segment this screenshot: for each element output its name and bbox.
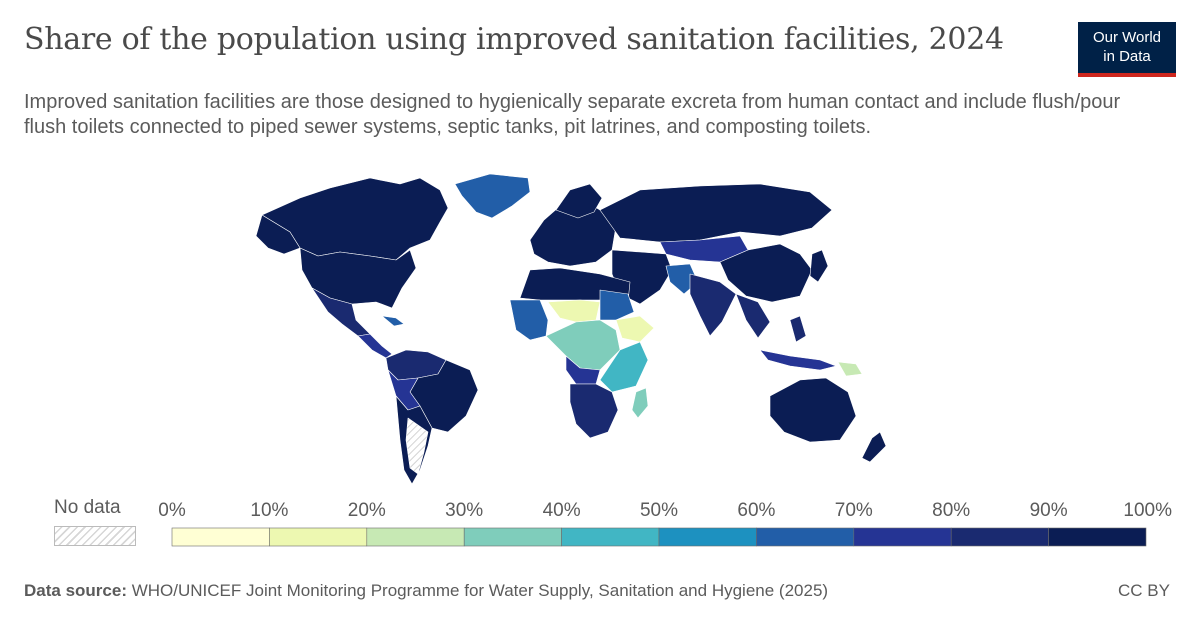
region-caribbean[interactable]: [381, 315, 405, 327]
region-china[interactable]: [719, 243, 813, 303]
region-australia[interactable]: [769, 377, 857, 443]
owid-logo[interactable]: Our World in Data: [1078, 22, 1176, 77]
logo-line-2: in Data: [1103, 48, 1151, 65]
legend-color-scale: 0% 10% 20% 30% 40% 50% 60% 70% 80% 90% 100%: [158, 500, 1172, 547]
legend-tick-label: 20%: [348, 500, 386, 521]
legend-tick-label: 90%: [1030, 500, 1068, 521]
region-west-africa[interactable]: [509, 299, 549, 341]
legend-bin[interactable]: [853, 527, 952, 547]
region-sudan[interactable]: [599, 289, 635, 321]
region-new-zealand[interactable]: [861, 431, 887, 463]
data-source-text: WHO/UNICEF Joint Monitoring Programme fo…: [131, 581, 829, 600]
region-central-america[interactable]: [357, 333, 393, 359]
legend-bin[interactable]: [366, 527, 465, 547]
region-southeast-asia[interactable]: [735, 293, 771, 339]
region-greenland[interactable]: [454, 173, 531, 219]
data-source-label: Data source:: [24, 581, 127, 600]
world-map[interactable]: [0, 170, 1200, 490]
logo-line-1: Our World: [1092, 29, 1162, 46]
region-madagascar[interactable]: [631, 387, 649, 419]
legend-bin[interactable]: [171, 527, 270, 547]
region-russia[interactable]: [599, 183, 833, 243]
legend-tick-label: 40%: [543, 500, 581, 521]
region-papua-new-guinea[interactable]: [837, 361, 863, 377]
legend-no-data-swatch: [54, 526, 136, 546]
region-indonesia[interactable]: [759, 349, 837, 371]
license-link[interactable]: CC BY: [1118, 581, 1170, 600]
legend-bin[interactable]: [463, 527, 562, 547]
region-southern-africa[interactable]: [569, 383, 619, 439]
legend-tick-label: 50%: [640, 500, 678, 521]
region-argentina-no-data[interactable]: [405, 417, 429, 475]
legend-bin[interactable]: [950, 527, 1049, 547]
region-ethiopia[interactable]: [615, 315, 655, 343]
legend-bin[interactable]: [658, 527, 757, 547]
legend-bin[interactable]: [756, 527, 855, 547]
legend-bin[interactable]: [561, 527, 660, 547]
region-japan[interactable]: [809, 249, 829, 283]
region-sahel[interactable]: [547, 299, 601, 323]
region-philippines[interactable]: [789, 315, 807, 343]
legend-tick-label: 60%: [737, 500, 775, 521]
legend-tick-label: 10%: [250, 500, 288, 521]
region-india[interactable]: [689, 273, 737, 337]
legend-tick-label: 30%: [445, 500, 483, 521]
legend-bin[interactable]: [1048, 527, 1147, 547]
legend-no-data-label: No data: [54, 497, 121, 518]
legend-tick-label: 0%: [158, 500, 186, 521]
region-central-africa[interactable]: [545, 319, 621, 371]
legend-tick-label: 70%: [835, 500, 873, 521]
legend-bin[interactable]: [269, 527, 368, 547]
legend-tick-label: 80%: [932, 500, 970, 521]
chart-title: Share of the population using improved s…: [24, 22, 1004, 57]
chart-subtitle: Improved sanitation facilities are those…: [24, 91, 1121, 138]
data-source: Data source: WHO/UNICEF Joint Monitoring…: [24, 581, 828, 601]
region-scandinavia[interactable]: [555, 183, 603, 219]
legend-tick-label: 100%: [1123, 500, 1172, 521]
region-east-africa[interactable]: [599, 341, 649, 393]
region-alaska[interactable]: [255, 214, 301, 255]
